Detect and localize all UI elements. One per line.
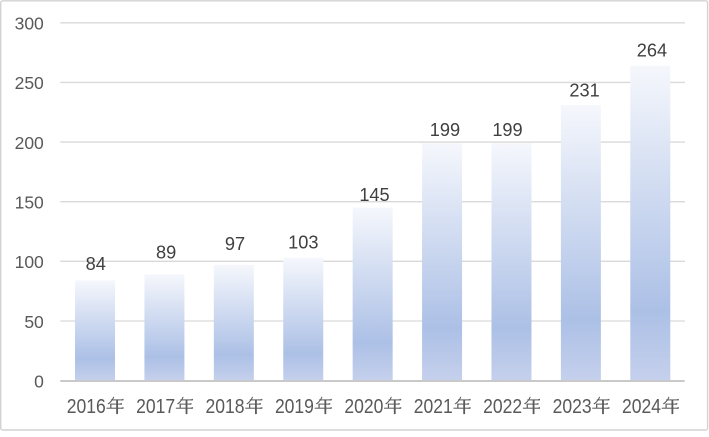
svg-text:264: 264 xyxy=(637,41,667,61)
svg-text:2019: 2019 xyxy=(275,396,314,418)
svg-text:2024: 2024 xyxy=(622,396,661,418)
svg-text:250: 250 xyxy=(15,73,44,93)
svg-text:100: 100 xyxy=(15,252,44,272)
svg-text:145: 145 xyxy=(359,185,389,205)
svg-text:50: 50 xyxy=(24,312,44,332)
svg-text:97: 97 xyxy=(225,234,245,254)
svg-text:300: 300 xyxy=(15,14,44,34)
svg-text:200: 200 xyxy=(15,133,44,153)
svg-text:2016: 2016 xyxy=(67,396,106,418)
svg-text:199: 199 xyxy=(430,120,460,140)
svg-text:2020: 2020 xyxy=(344,396,383,418)
svg-text:2021: 2021 xyxy=(414,396,453,418)
svg-text:103: 103 xyxy=(288,233,318,253)
svg-text:84: 84 xyxy=(86,254,106,274)
svg-text:199: 199 xyxy=(492,120,522,140)
svg-text:2022: 2022 xyxy=(483,396,522,418)
svg-text:0: 0 xyxy=(34,371,44,391)
svg-text:2017: 2017 xyxy=(136,396,175,418)
svg-text:2023: 2023 xyxy=(553,396,592,418)
svg-text:231: 231 xyxy=(569,81,599,101)
svg-text:150: 150 xyxy=(15,193,44,213)
svg-text:2018: 2018 xyxy=(206,396,245,418)
svg-text:89: 89 xyxy=(156,243,176,263)
